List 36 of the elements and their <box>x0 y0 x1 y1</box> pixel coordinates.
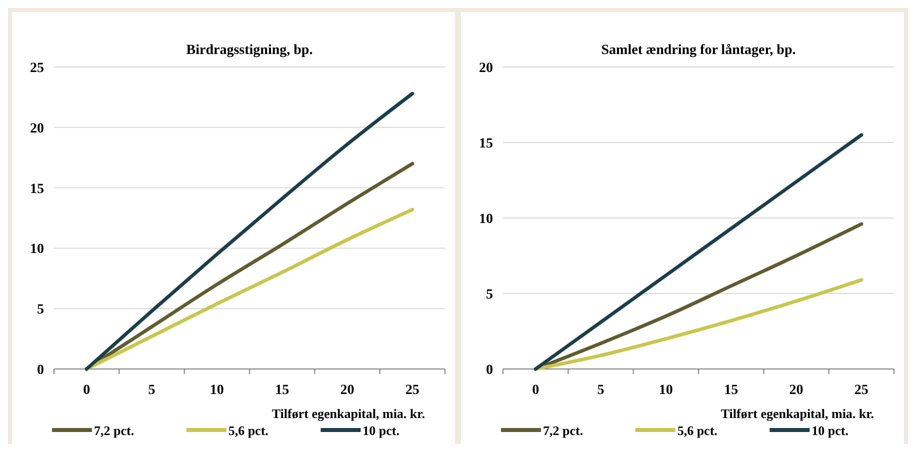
x-tick-label: 15 <box>724 383 738 398</box>
y-tick-label: 15 <box>30 182 44 197</box>
x-tick-label: 10 <box>210 383 224 398</box>
legend-label: 10 pct. <box>362 423 400 438</box>
line-series <box>84 92 414 371</box>
y-tick-label: 5 <box>486 288 493 302</box>
x-tick-label: 10 <box>658 383 673 398</box>
x-axis-title: Tilført egenkapital, mia. kr. <box>272 406 425 421</box>
y-tick-label: 10 <box>30 242 44 258</box>
chart-title: Birdragsstigning, bp. <box>186 43 313 58</box>
x-tick-label: 5 <box>148 383 156 398</box>
x-axis-title: Tilført egenkapital, mia. kr. <box>720 406 874 421</box>
legend-label: 5,6 pct. <box>228 423 268 438</box>
line-series <box>534 278 864 371</box>
x-tick-label: 0 <box>532 383 540 398</box>
x-tick-label: 20 <box>340 383 354 398</box>
y-tick-label: 0 <box>37 363 44 378</box>
legend-label: 7,2 pct. <box>543 423 584 438</box>
chart-title: Samlet ændring for låntager, bp. <box>601 43 796 58</box>
y-tick-label: 5 <box>37 302 44 318</box>
legend-label: 10 pct. <box>812 423 849 438</box>
x-tick-label: 25 <box>405 383 420 398</box>
x-tick-label: 20 <box>789 383 804 398</box>
y-tick-label: 0 <box>486 363 493 378</box>
legend-label: 7,2 pct. <box>94 423 134 438</box>
y-tick-label: 15 <box>479 136 493 152</box>
y-tick-label: 20 <box>30 121 44 136</box>
x-tick-label: 15 <box>275 383 290 398</box>
y-tick-label: 25 <box>30 61 44 76</box>
x-tick-label: 25 <box>854 383 868 398</box>
y-tick-label: 10 <box>479 212 493 227</box>
legend-label: 5,6 pct. <box>677 423 718 438</box>
line-series <box>534 133 864 371</box>
x-tick-label: 0 <box>83 383 90 398</box>
x-tick-label: 5 <box>597 383 604 398</box>
y-tick-label: 20 <box>479 61 493 76</box>
